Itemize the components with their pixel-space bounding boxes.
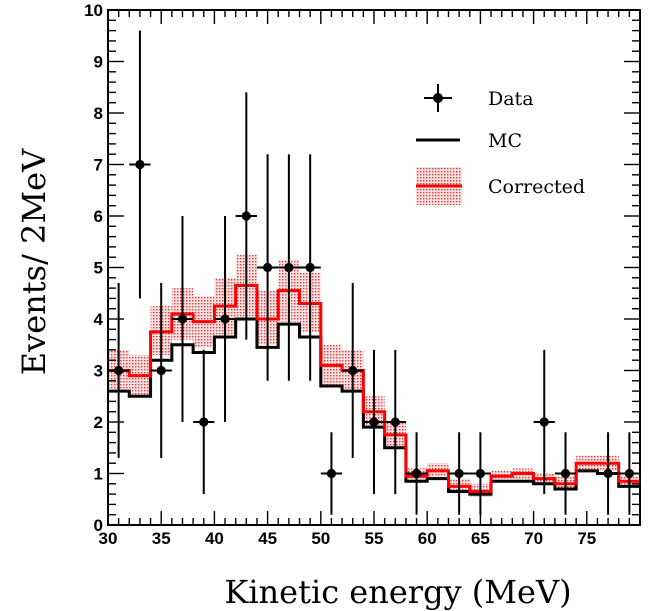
legend-symbol-marker [433,93,443,103]
legend-entry: Data [424,84,534,112]
data-point [597,432,619,515]
y-tick-label: 8 [94,104,103,123]
data-marker [326,468,337,479]
y-tick-label: 7 [94,156,103,175]
data-point [405,432,428,515]
data-marker [539,417,549,427]
legend-label: Data [488,88,534,110]
data-point [193,349,215,495]
data-marker [560,468,571,479]
x-axis-label: Kinetic energy (MeV) [224,573,571,611]
data-marker [284,262,294,273]
x-tick-label: 75 [577,529,596,548]
data-point [384,349,406,495]
data-marker [369,417,379,427]
x-tick-label: 50 [311,529,330,548]
data-marker [603,468,613,479]
x-tick-label: 30 [99,529,118,548]
data-marker [199,417,209,427]
data-marker [390,417,400,427]
legend-entry: Corrected [416,167,585,205]
x-tick-label: 55 [365,529,384,548]
data-point [342,282,364,459]
data-marker [241,211,251,221]
legend-label: MC [488,130,522,152]
data-marker [454,468,464,479]
axis-ticks [107,9,641,526]
data-marker [475,468,485,479]
y-tick-label: 4 [94,310,104,329]
data-marker [348,365,358,376]
data-point [214,216,236,422]
y-tick-label: 10 [84,1,103,20]
y-tick-label: 6 [94,207,103,226]
legend-entry: MC [416,130,522,152]
data-point [469,432,492,515]
y-tick-label: 9 [94,53,103,72]
corrected-line [108,284,640,494]
data-point [320,432,343,515]
data-marker [220,314,230,324]
data-marker [177,314,188,324]
y-tick-label: 2 [94,413,103,432]
x-tick-label: 45 [258,529,277,548]
y-axis-label: Events/ 2MeV [15,148,53,375]
data-point [129,30,151,299]
x-tick-label: 35 [152,529,171,548]
legend: Data MC Corrected [416,84,585,205]
data-point [256,154,279,381]
legend-label: Corrected [488,176,585,198]
y-tick-label: 5 [94,259,103,278]
x-tick-label: 40 [205,529,224,548]
y-tick-label: 0 [94,516,103,535]
data-point [554,432,577,515]
data-marker [156,365,166,376]
data-point [278,154,300,381]
data-marker [263,262,273,273]
data-point [363,349,385,495]
corrected-histogram [108,284,640,494]
data-point [171,216,194,422]
x-tick-label: 70 [524,529,543,548]
data-point [533,349,555,495]
data-marker [411,468,422,479]
data-point [448,432,470,515]
data-point [235,92,257,340]
data-point [150,282,172,459]
data-marker [305,262,315,273]
x-tick-label: 65 [471,529,490,548]
data-marker [135,159,145,170]
x-tick-label: 60 [418,529,437,548]
data-points [108,30,640,515]
data-point [299,154,321,381]
y-tick-label: 3 [94,362,103,381]
y-tick-label: 1 [94,465,103,484]
